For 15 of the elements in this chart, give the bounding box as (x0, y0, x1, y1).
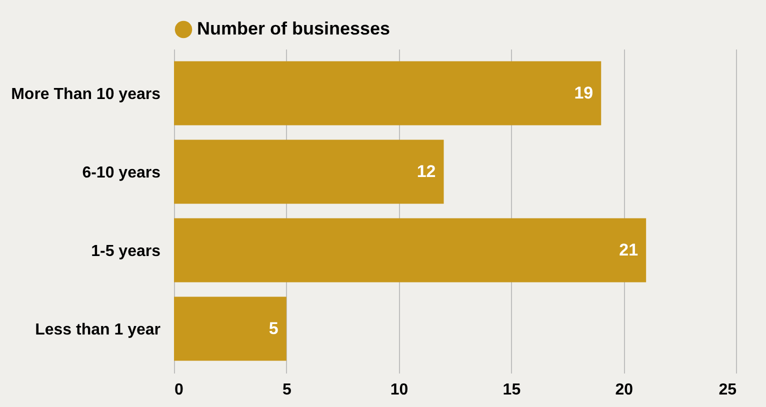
x-tick-label: 15 (502, 382, 521, 398)
x-tick-label: 10 (390, 382, 408, 398)
x-tick-label: 5 (282, 382, 292, 398)
y-tick-label: Less than 1 year (35, 321, 160, 338)
x-tick-label: 0 (174, 382, 184, 398)
y-tick-label: More Than 10 years (11, 86, 161, 103)
data-label: 21 (619, 240, 638, 260)
data-label: 12 (416, 162, 436, 181)
data-label: 5 (268, 318, 278, 338)
x-tick-label: 20 (615, 382, 634, 398)
data-label: 19 (574, 83, 594, 102)
y-tick-label: 1-5 years (91, 242, 161, 260)
legend-label: Number of businesses (197, 18, 390, 38)
y-tick-label: 6-10 years (82, 164, 161, 182)
x-tick-label: 25 (718, 382, 737, 398)
